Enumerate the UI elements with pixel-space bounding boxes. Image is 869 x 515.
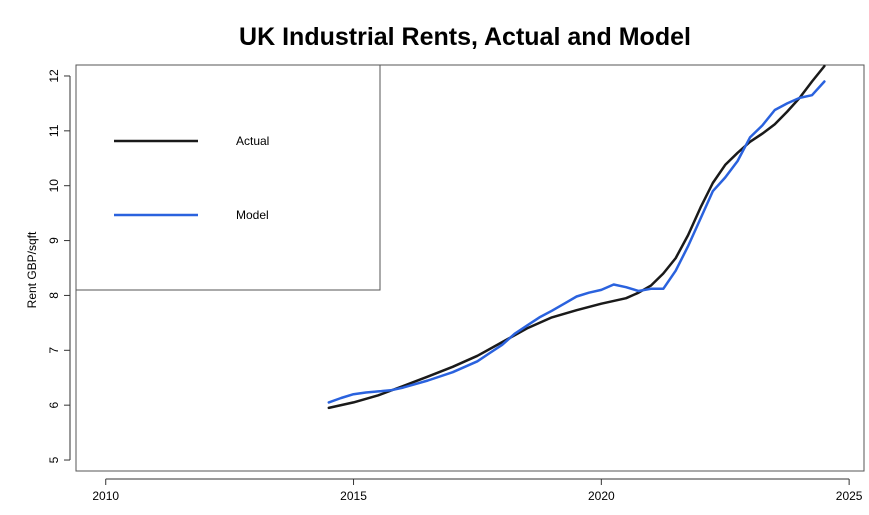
series-line-model: [327, 80, 826, 404]
y-tick-label: 9: [47, 237, 61, 244]
y-axis: 5 6 7 8 9 10 11 12: [47, 69, 71, 463]
chart-title: UK Industrial Rents, Actual and Model: [239, 23, 691, 51]
y-tick-label: 6: [47, 402, 61, 409]
y-axis-label: Rent GBP/sqft: [25, 231, 39, 308]
legend-box: [75, 64, 381, 291]
x-tick-label: 2010: [92, 489, 119, 503]
y-tick-label: 12: [47, 69, 61, 83]
x-tick-label: 2015: [340, 489, 367, 503]
y-tick-label: 10: [47, 179, 61, 193]
legend-label-actual: Actual: [236, 134, 269, 148]
y-tick-label: 5: [47, 456, 61, 463]
series-layer: [327, 64, 826, 410]
x-axis: 2010 2015 2020 2025: [92, 478, 863, 503]
legend: Actual Model: [75, 64, 381, 291]
series-line-actual: [327, 64, 826, 410]
x-tick-label: 2025: [836, 489, 863, 503]
y-tick-label: 7: [47, 347, 61, 354]
legend-label-model: Model: [236, 208, 269, 222]
x-tick-label: 2020: [588, 489, 615, 503]
y-tick-label: 11: [47, 124, 61, 137]
y-tick-label: 8: [47, 292, 61, 299]
